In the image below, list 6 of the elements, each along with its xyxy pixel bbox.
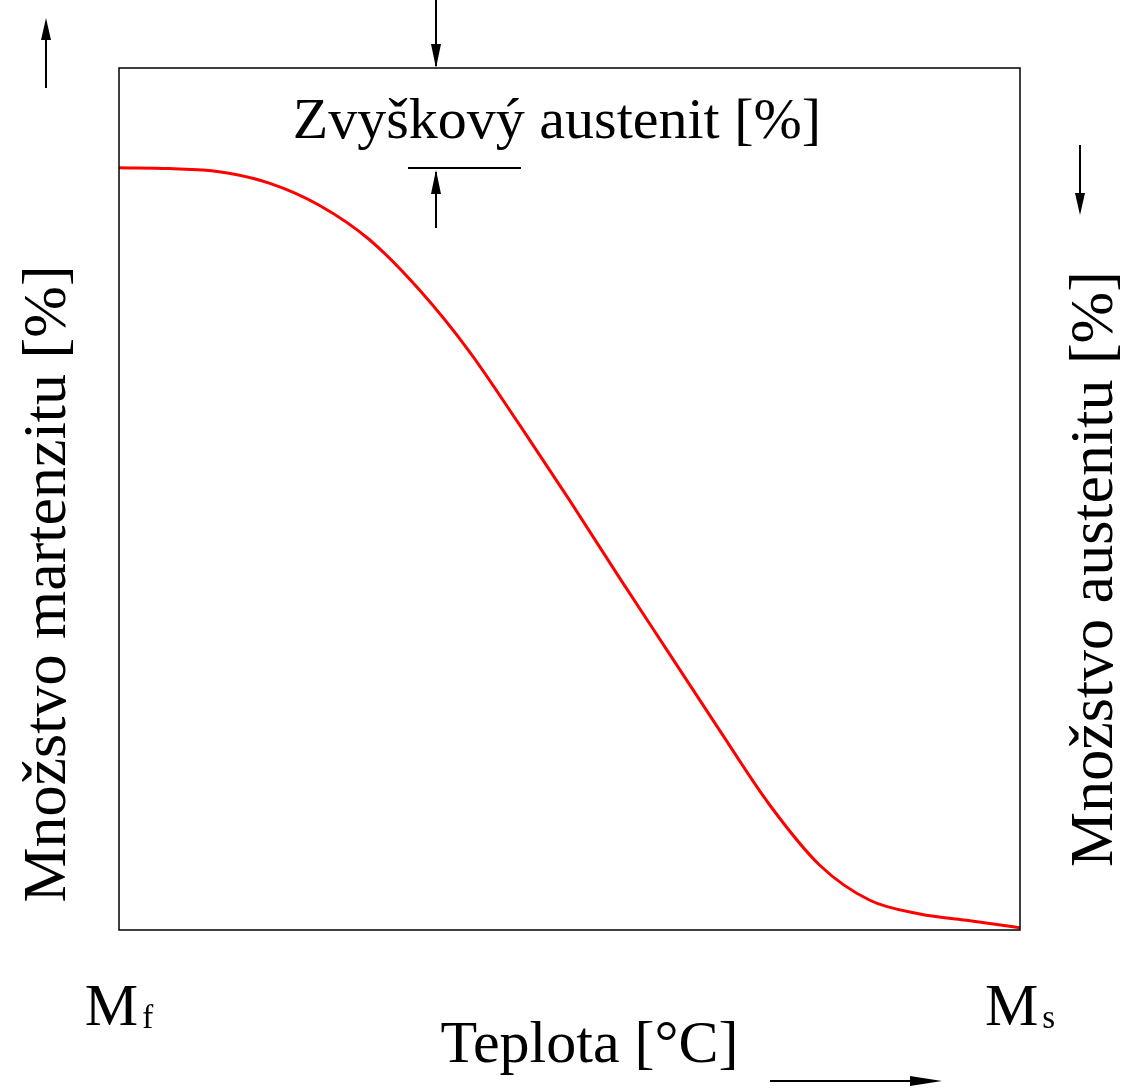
x-axis-title: Teplota [°C]: [440, 1009, 739, 1075]
y-axis-title: Množstvo martenzitu [%]: [10, 265, 78, 903]
y2-axis-title: Množstvo austenitu [%]: [1057, 271, 1122, 867]
x-tick-label: Mf: [84, 972, 154, 1038]
x-tick-label: Ms: [984, 972, 1056, 1038]
text: Zvyškový austenit [%]: [292, 86, 822, 151]
